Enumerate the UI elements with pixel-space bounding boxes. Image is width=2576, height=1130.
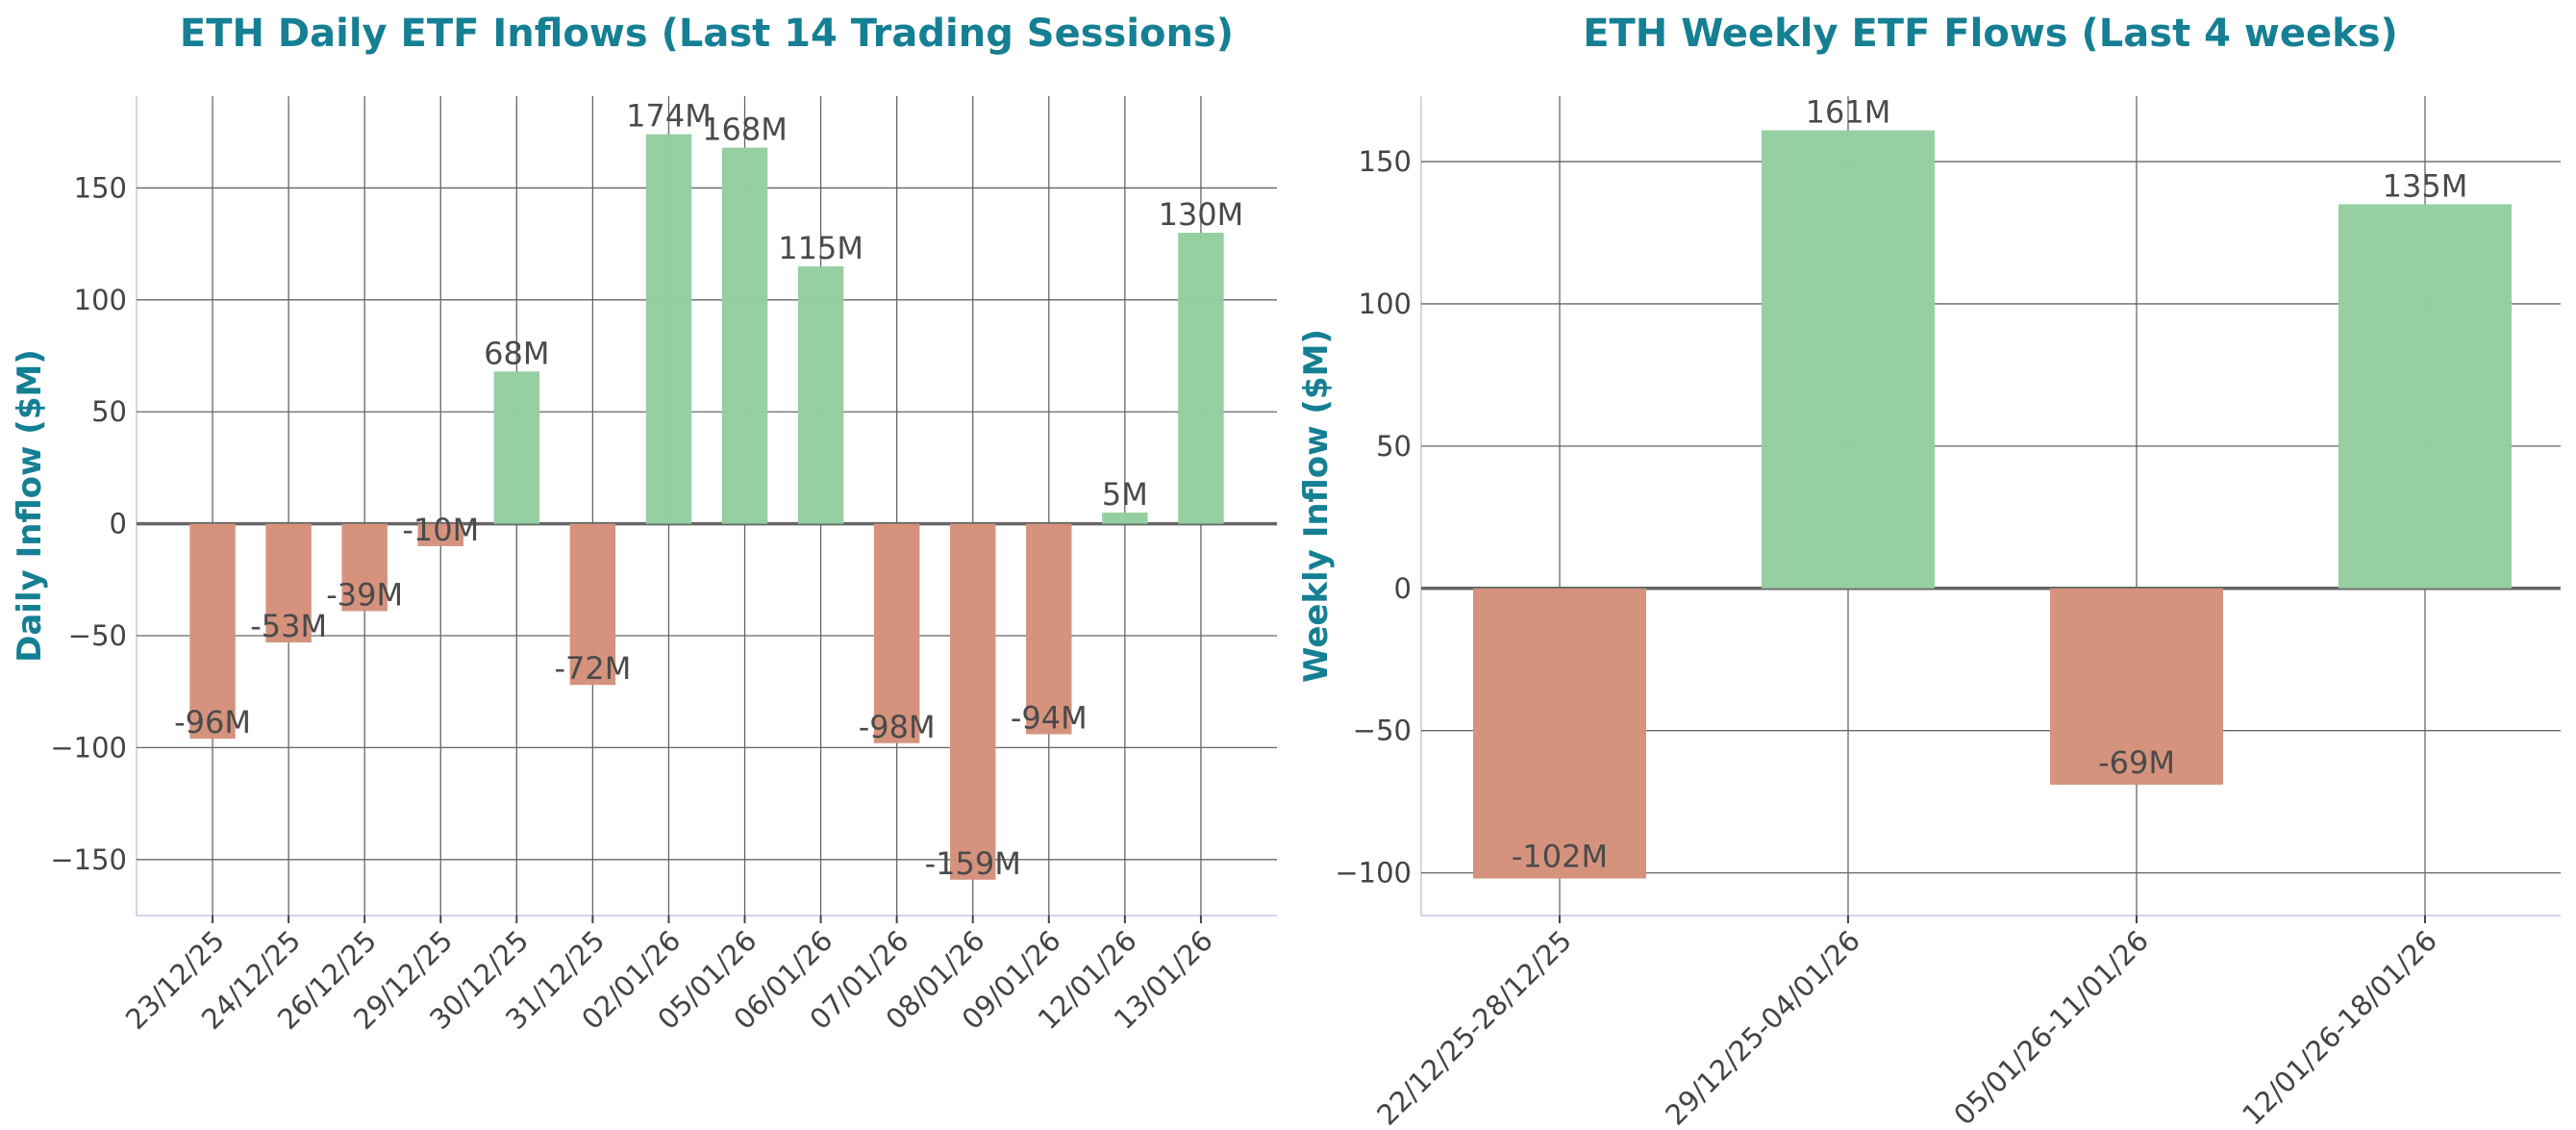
bar xyxy=(873,523,920,743)
data-label: -98M xyxy=(859,709,936,745)
data-label: -53M xyxy=(250,608,327,644)
bar xyxy=(341,523,388,612)
data-label: 115M xyxy=(778,230,863,266)
y-tick-label: −50 xyxy=(1353,715,1412,747)
y-tick-label: 150 xyxy=(74,171,127,204)
y-tick-label: 0 xyxy=(1394,572,1412,605)
y-tick-label: −100 xyxy=(50,731,127,764)
bar xyxy=(417,523,463,546)
y-axis-label: Weekly Inflow ($M) xyxy=(1297,329,1336,683)
data-label: 168M xyxy=(702,112,788,148)
y-tick-label: −100 xyxy=(1335,857,1412,890)
data-label: 174M xyxy=(626,98,712,135)
y-tick-label: −50 xyxy=(68,619,127,652)
data-label: 161M xyxy=(1806,94,1891,131)
data-label: 130M xyxy=(1159,196,1244,233)
bar xyxy=(2338,204,2512,589)
data-label: 5M xyxy=(1102,476,1148,513)
data-label: -96M xyxy=(174,704,251,741)
y-tick-label: 50 xyxy=(1376,430,1412,463)
chart-title: ETH Daily ETF Inflows (Last 14 Trading S… xyxy=(180,12,1234,56)
data-label: -72M xyxy=(554,650,631,687)
bar xyxy=(1102,512,1148,524)
x-tick-label: 29/12/25-04/01/26 xyxy=(1659,924,1866,1130)
data-label: 135M xyxy=(2383,167,2468,204)
bar xyxy=(493,371,540,524)
bar xyxy=(1762,130,1935,589)
bar xyxy=(950,523,996,880)
data-label: -102M xyxy=(1512,839,1608,875)
data-label: 68M xyxy=(484,335,549,371)
y-axis-label: Daily Inflow ($M) xyxy=(11,349,49,663)
bar xyxy=(569,523,616,686)
data-label: -69M xyxy=(2098,744,2175,781)
data-label: -159M xyxy=(925,845,1021,882)
data-label: -39M xyxy=(326,576,403,613)
x-tick-label: 05/01/26-11/01/26 xyxy=(1947,924,2155,1130)
bar xyxy=(1026,523,1072,735)
y-tick-label: 0 xyxy=(110,508,127,540)
bar xyxy=(721,147,768,524)
y-tick-label: 100 xyxy=(74,284,127,316)
bar xyxy=(645,134,692,524)
bar xyxy=(265,523,312,642)
y-tick-label: 50 xyxy=(91,395,127,428)
bar xyxy=(797,265,844,524)
bar xyxy=(1473,588,1646,879)
data-label: -10M xyxy=(402,512,479,548)
x-tick-label: 22/12/25-28/12/25 xyxy=(1370,924,1578,1130)
x-tick-label: 12/01/26-18/01/26 xyxy=(2236,924,2443,1130)
bar xyxy=(2050,588,2223,785)
chart-title: ETH Weekly ETF Flows (Last 4 weeks) xyxy=(1583,12,2398,56)
data-label: -94M xyxy=(1011,699,1088,736)
bar xyxy=(1178,233,1224,524)
y-tick-label: 100 xyxy=(1359,288,1412,320)
bar xyxy=(189,523,236,740)
y-tick-label: −150 xyxy=(50,843,127,876)
y-tick-label: 150 xyxy=(1359,145,1412,178)
